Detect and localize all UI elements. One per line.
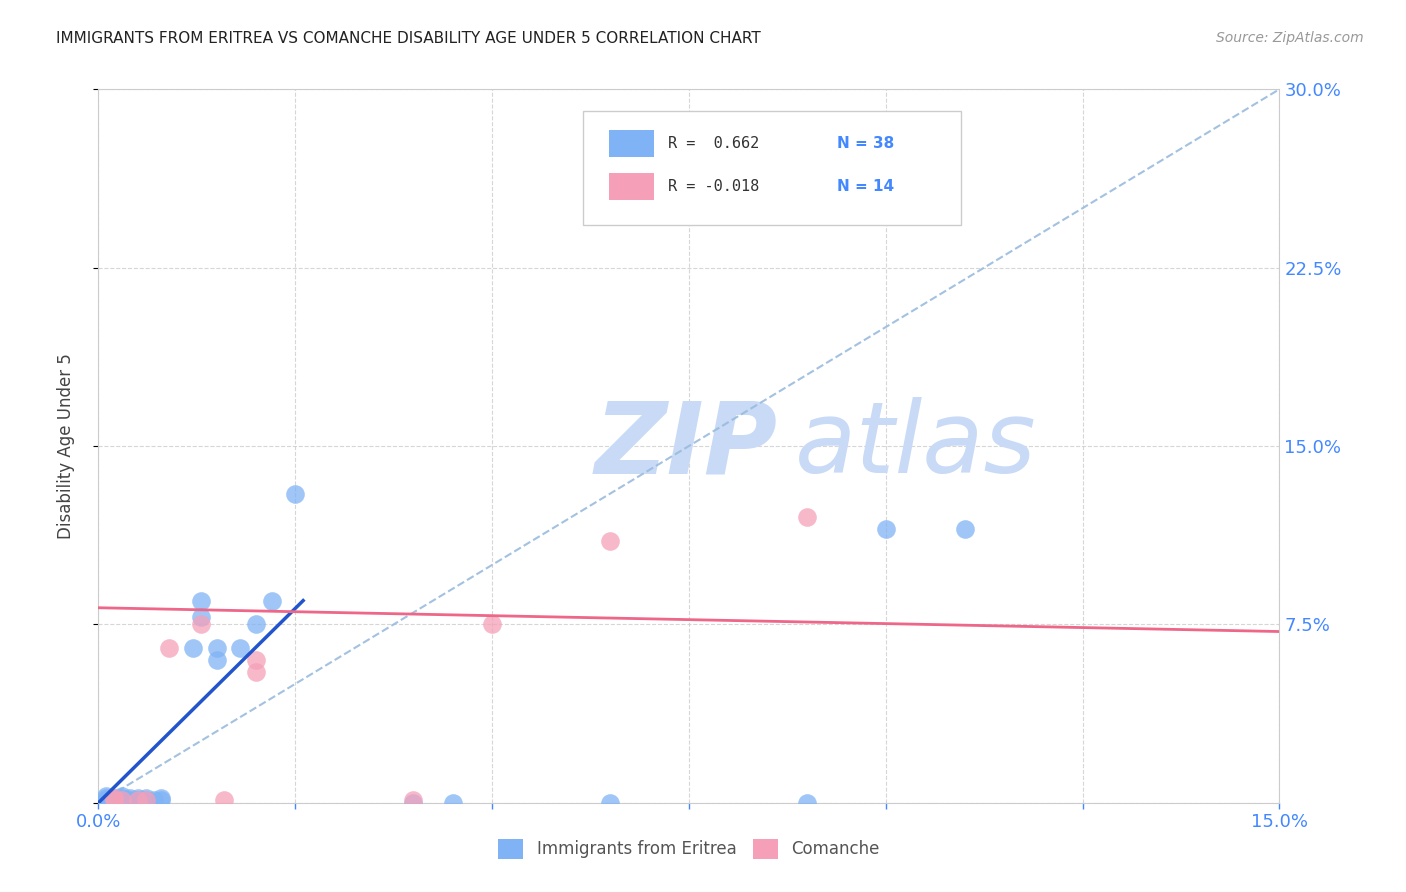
Point (205, 641, 228, 656)
Point (96, 791, 118, 805)
Point (245, 617, 267, 632)
Text: ZIP: ZIP (595, 398, 778, 494)
Point (181, 641, 204, 656)
Point (103, 793, 125, 807)
Legend: Immigrants from Eritrea, Comanche: Immigrants from Eritrea, Comanche (492, 832, 886, 866)
Text: R =  0.662: R = 0.662 (668, 136, 759, 151)
Point (127, 793, 149, 807)
FancyBboxPatch shape (609, 173, 654, 200)
Point (190, 593, 212, 607)
Point (245, 665, 267, 679)
Point (481, 617, 503, 632)
Point (118, 796, 141, 810)
Point (127, 793, 149, 807)
Point (260, 593, 283, 607)
Point (190, 617, 212, 632)
Point (111, 791, 134, 805)
Point (103, 793, 125, 807)
Point (103, 791, 125, 805)
Point (142, 793, 165, 807)
Point (441, 796, 464, 810)
Text: Source: ZipAtlas.com: Source: ZipAtlas.com (1216, 31, 1364, 45)
Point (127, 791, 149, 805)
Point (150, 791, 173, 805)
Point (284, 486, 307, 500)
Point (599, 796, 621, 810)
Point (96, 793, 118, 807)
Point (875, 522, 897, 536)
Y-axis label: Disability Age Under 5: Disability Age Under 5 (56, 353, 75, 539)
Text: R = -0.018: R = -0.018 (668, 178, 759, 194)
Point (103, 791, 125, 805)
Point (96, 789, 118, 803)
FancyBboxPatch shape (582, 111, 960, 225)
Point (111, 793, 134, 807)
Text: N = 38: N = 38 (837, 136, 894, 151)
Point (127, 793, 149, 807)
Point (118, 793, 141, 807)
Point (111, 796, 134, 810)
Point (190, 610, 212, 624)
Point (953, 522, 976, 536)
Point (118, 791, 141, 805)
Point (205, 653, 228, 667)
Point (135, 793, 157, 807)
Point (135, 793, 157, 807)
Point (103, 793, 125, 807)
Text: IMMIGRANTS FROM ERITREA VS COMANCHE DISABILITY AGE UNDER 5 CORRELATION CHART: IMMIGRANTS FROM ERITREA VS COMANCHE DISA… (56, 31, 761, 46)
Point (103, 796, 125, 810)
Point (402, 796, 425, 810)
Point (402, 793, 425, 807)
Point (111, 789, 134, 803)
Point (111, 793, 134, 807)
Point (599, 534, 621, 549)
Point (229, 641, 252, 656)
Point (214, 793, 236, 807)
Point (135, 791, 157, 805)
Point (150, 793, 173, 807)
Point (245, 653, 267, 667)
Point (796, 796, 818, 810)
Point (96, 796, 118, 810)
Point (157, 641, 180, 656)
Text: atlas: atlas (796, 398, 1036, 494)
FancyBboxPatch shape (609, 130, 654, 157)
Text: N = 14: N = 14 (837, 178, 894, 194)
Point (796, 510, 818, 524)
